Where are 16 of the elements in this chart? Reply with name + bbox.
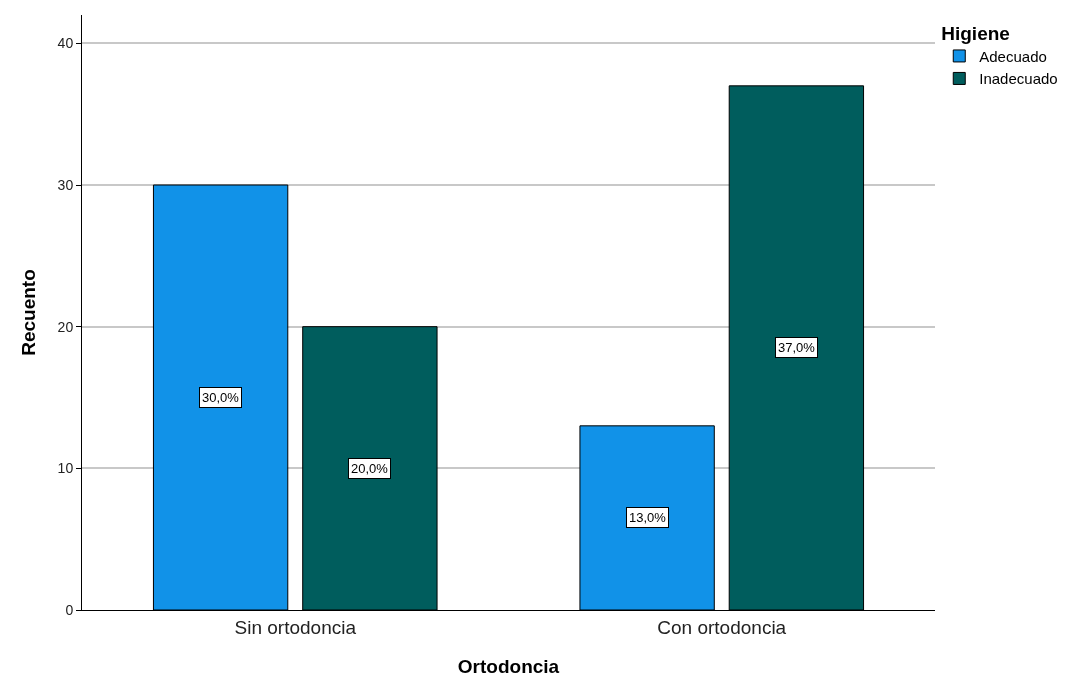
y-tick-label: 10 bbox=[57, 460, 74, 477]
data-label: 37,0% bbox=[778, 340, 816, 355]
x-tick-label: Sin ortodoncia bbox=[234, 616, 357, 638]
legend-label: Adecuado bbox=[979, 47, 1047, 65]
y-tick-label: 30 bbox=[57, 176, 74, 193]
y-axis-title: Recuento bbox=[18, 269, 40, 356]
y-tick-label: 40 bbox=[57, 35, 74, 52]
data-label: 20,0% bbox=[351, 461, 389, 476]
y-tick-label: 0 bbox=[65, 601, 74, 618]
legend-title: Higiene bbox=[941, 22, 1010, 44]
data-label: 30,0% bbox=[202, 390, 240, 405]
y-tick-label: 20 bbox=[57, 318, 74, 335]
x-axis-title: Ortodoncia bbox=[457, 655, 560, 677]
x-tick-label: Con ortodoncia bbox=[657, 616, 787, 638]
legend-label: Inadecuado bbox=[979, 70, 1058, 88]
data-label: 13,0% bbox=[629, 510, 667, 525]
